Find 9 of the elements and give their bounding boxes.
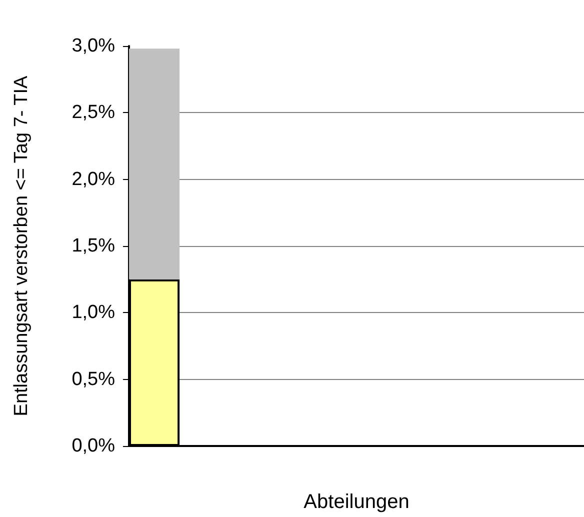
y-tick-label: 3,0%: [72, 36, 116, 56]
y-tick-label: 0,5%: [72, 368, 116, 390]
y-tick-label: 1,0%: [72, 302, 116, 324]
y-tick-label: 0,0%: [72, 436, 116, 456]
y-tick-label: 2,5%: [72, 102, 116, 124]
y-tick-label: 1,5%: [72, 236, 116, 256]
x-axis-title: Abteilungen: [304, 491, 410, 513]
y-axis-title: Entlassungsart verstorben <= Tag 7- TIA: [11, 75, 32, 416]
y-tick-label: 2,0%: [72, 168, 116, 190]
